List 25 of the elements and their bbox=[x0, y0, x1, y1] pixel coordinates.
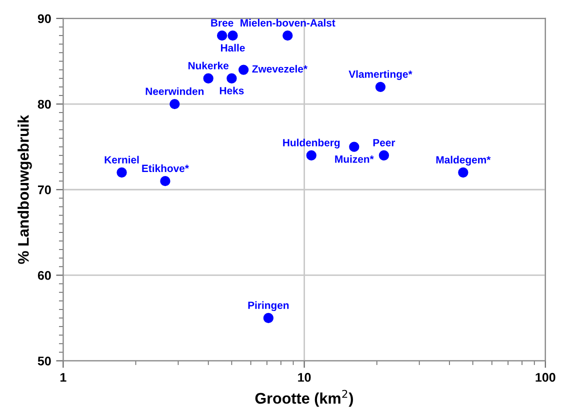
annotation: Heks bbox=[220, 86, 244, 94]
annotation: Maldegem* bbox=[436, 156, 491, 166]
annotation: Piringen bbox=[248, 301, 289, 312]
annotation: Neerwinden bbox=[146, 87, 204, 96]
annotation: Bree bbox=[211, 19, 234, 27]
x-tick-label: 100 bbox=[536, 372, 556, 382]
annotation: Etikhove* bbox=[142, 164, 189, 172]
annotation: Vlamertinge* bbox=[348, 70, 412, 80]
y-tick-label: 80 bbox=[38, 100, 51, 109]
annotation: Zwevezele* bbox=[252, 64, 308, 73]
annotation: Halle bbox=[220, 44, 245, 52]
annotation: Muizen* bbox=[335, 155, 374, 163]
x-tick-label: 1 bbox=[60, 373, 66, 382]
y-tick-label: 60 bbox=[38, 271, 51, 280]
annotation: Peer bbox=[373, 139, 396, 146]
annotation: Huldenberg bbox=[283, 138, 340, 148]
x-axis-title: Grootte (km$^{2}$) bbox=[255, 390, 353, 407]
annotation: Nukerke bbox=[188, 62, 229, 70]
y-tick-label: 90 bbox=[38, 14, 51, 24]
y-axis-title: % Landbouwgebruik bbox=[18, 114, 32, 264]
x-tick-label: 10 bbox=[298, 372, 311, 382]
annotation: Kerniel bbox=[104, 156, 139, 164]
y-tick-label: 50 bbox=[38, 356, 51, 366]
annotation: Mielen-boven-Aalst bbox=[240, 18, 336, 27]
y-tick-label: 70 bbox=[38, 185, 51, 194]
